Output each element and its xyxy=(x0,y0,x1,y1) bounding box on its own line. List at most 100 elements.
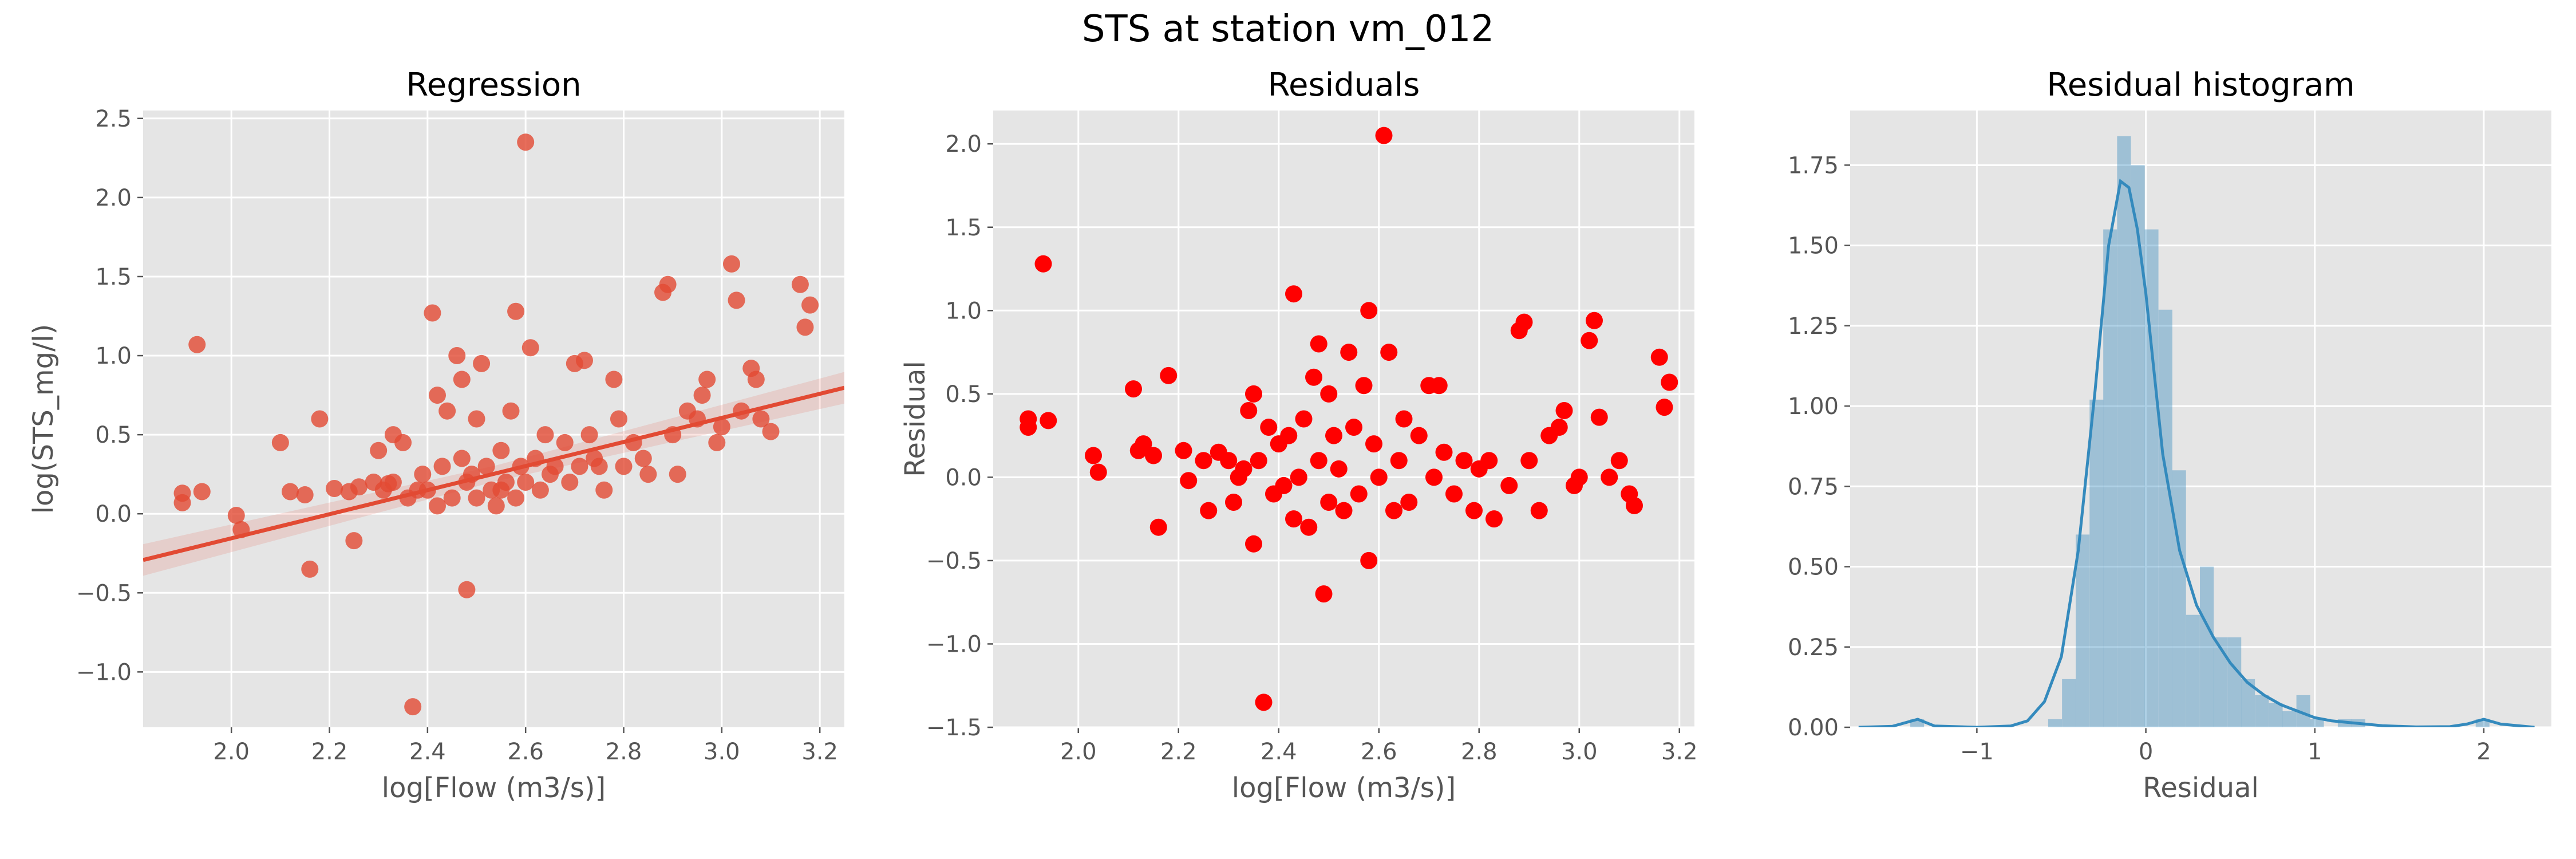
data-point xyxy=(1305,368,1322,386)
data-point xyxy=(1601,468,1618,486)
data-point xyxy=(1480,452,1498,470)
data-point xyxy=(1590,408,1608,426)
y-axis-label: Residual xyxy=(899,361,931,477)
data-point xyxy=(1280,427,1298,444)
chart-panel-1: 2.0 2.2 2.4 2.6 2.8 3.0 3.2 −1.0 −0.5 0.0 0.5 1.0 1.… xyxy=(27,66,844,804)
histogram-bar xyxy=(2076,534,2090,727)
data-point xyxy=(394,434,412,451)
data-point xyxy=(326,480,343,498)
data-point xyxy=(1245,535,1262,553)
data-point xyxy=(556,434,574,451)
plot-marks xyxy=(1020,127,1678,711)
data-point xyxy=(404,698,422,716)
data-point xyxy=(693,387,711,404)
data-point xyxy=(468,410,485,428)
data-point xyxy=(1360,551,1378,569)
histogram-bar xyxy=(2282,711,2297,727)
x-tick-label: 2.2 xyxy=(311,739,348,765)
histogram-bar xyxy=(2227,637,2242,727)
x-tick-label: 2.8 xyxy=(606,739,642,765)
data-point xyxy=(536,426,554,444)
x-tick-label: 3.0 xyxy=(704,739,740,765)
x-axis-label: Residual xyxy=(2143,772,2259,804)
x-axis-label: log[Flow (m3/s)] xyxy=(382,772,606,804)
y-tick-label: −1.0 xyxy=(76,659,132,685)
data-point xyxy=(414,466,432,483)
data-point xyxy=(1295,410,1313,428)
data-point xyxy=(1040,412,1057,430)
data-point xyxy=(311,410,329,428)
data-point xyxy=(1255,693,1273,711)
x-tick-label: 2.4 xyxy=(1261,739,1297,765)
data-point xyxy=(517,473,535,491)
x-axis-label: log[Flow (m3/s)] xyxy=(1232,772,1456,804)
data-point xyxy=(615,458,633,475)
data-point xyxy=(1390,452,1408,470)
data-point xyxy=(487,497,505,515)
data-point xyxy=(1650,348,1668,366)
regression-line xyxy=(143,385,844,562)
y-tick-label: 0.75 xyxy=(1788,474,1839,500)
chart-panel-3: −1 0 1 2 0.00 0.25 0.50 0.75 1.00 1.25 1.50 1.75 Res… xyxy=(1788,66,2551,804)
data-point xyxy=(590,458,608,475)
data-point xyxy=(350,478,368,496)
data-point xyxy=(1586,312,1603,329)
y-tick-label: 1.50 xyxy=(1788,233,1839,259)
data-point xyxy=(1275,476,1293,494)
chart-title: Regression xyxy=(406,66,581,104)
y-tick-label: 1.75 xyxy=(1788,152,1839,179)
data-point xyxy=(561,473,579,491)
data-point xyxy=(1530,502,1548,519)
data-point xyxy=(1175,442,1192,459)
data-point xyxy=(1555,401,1573,419)
data-point xyxy=(1260,419,1278,436)
x-tick-label: 2.4 xyxy=(409,739,446,765)
data-point xyxy=(271,434,289,451)
data-point xyxy=(1656,399,1673,416)
data-point xyxy=(1089,463,1107,481)
data-point xyxy=(477,458,495,475)
x-tick-label: 2.6 xyxy=(507,739,544,765)
data-point xyxy=(384,473,402,491)
y-tick-label: −0.5 xyxy=(926,548,982,574)
histogram-bar xyxy=(2269,703,2283,727)
data-point xyxy=(1581,332,1598,349)
histogram-bar xyxy=(2158,309,2172,727)
data-point xyxy=(571,458,588,475)
figure-title: STS at station vm_012 xyxy=(1081,8,1495,50)
y-tick-label: −1.5 xyxy=(926,715,982,741)
plot-area xyxy=(1850,111,2551,727)
histogram-bar xyxy=(2103,229,2117,727)
data-point xyxy=(281,483,299,501)
data-point xyxy=(1385,502,1402,519)
data-point xyxy=(1430,377,1448,395)
data-point xyxy=(1290,468,1307,486)
y-tick-label: 1.00 xyxy=(1788,393,1839,420)
data-point xyxy=(801,296,819,314)
histogram-bar xyxy=(2186,614,2200,727)
data-point xyxy=(188,336,206,353)
data-point xyxy=(1365,435,1382,453)
data-point xyxy=(1570,468,1588,486)
data-point xyxy=(1225,494,1242,511)
data-point xyxy=(193,483,211,501)
data-point xyxy=(1435,443,1453,461)
data-point xyxy=(580,426,598,444)
data-point xyxy=(438,402,456,420)
histogram-bar xyxy=(2310,719,2324,727)
data-point xyxy=(639,466,657,483)
x-tick-label: 2.2 xyxy=(1160,739,1197,765)
data-point xyxy=(1340,344,1358,361)
data-point xyxy=(424,304,441,322)
data-point xyxy=(1320,385,1338,403)
data-point xyxy=(345,532,363,550)
data-point xyxy=(796,318,814,336)
data-point xyxy=(1661,373,1678,391)
data-point xyxy=(708,434,726,451)
data-point xyxy=(1285,285,1302,303)
data-point xyxy=(1550,419,1568,436)
data-point xyxy=(1370,468,1388,486)
data-point xyxy=(1195,452,1212,470)
plot-marks xyxy=(143,133,844,716)
